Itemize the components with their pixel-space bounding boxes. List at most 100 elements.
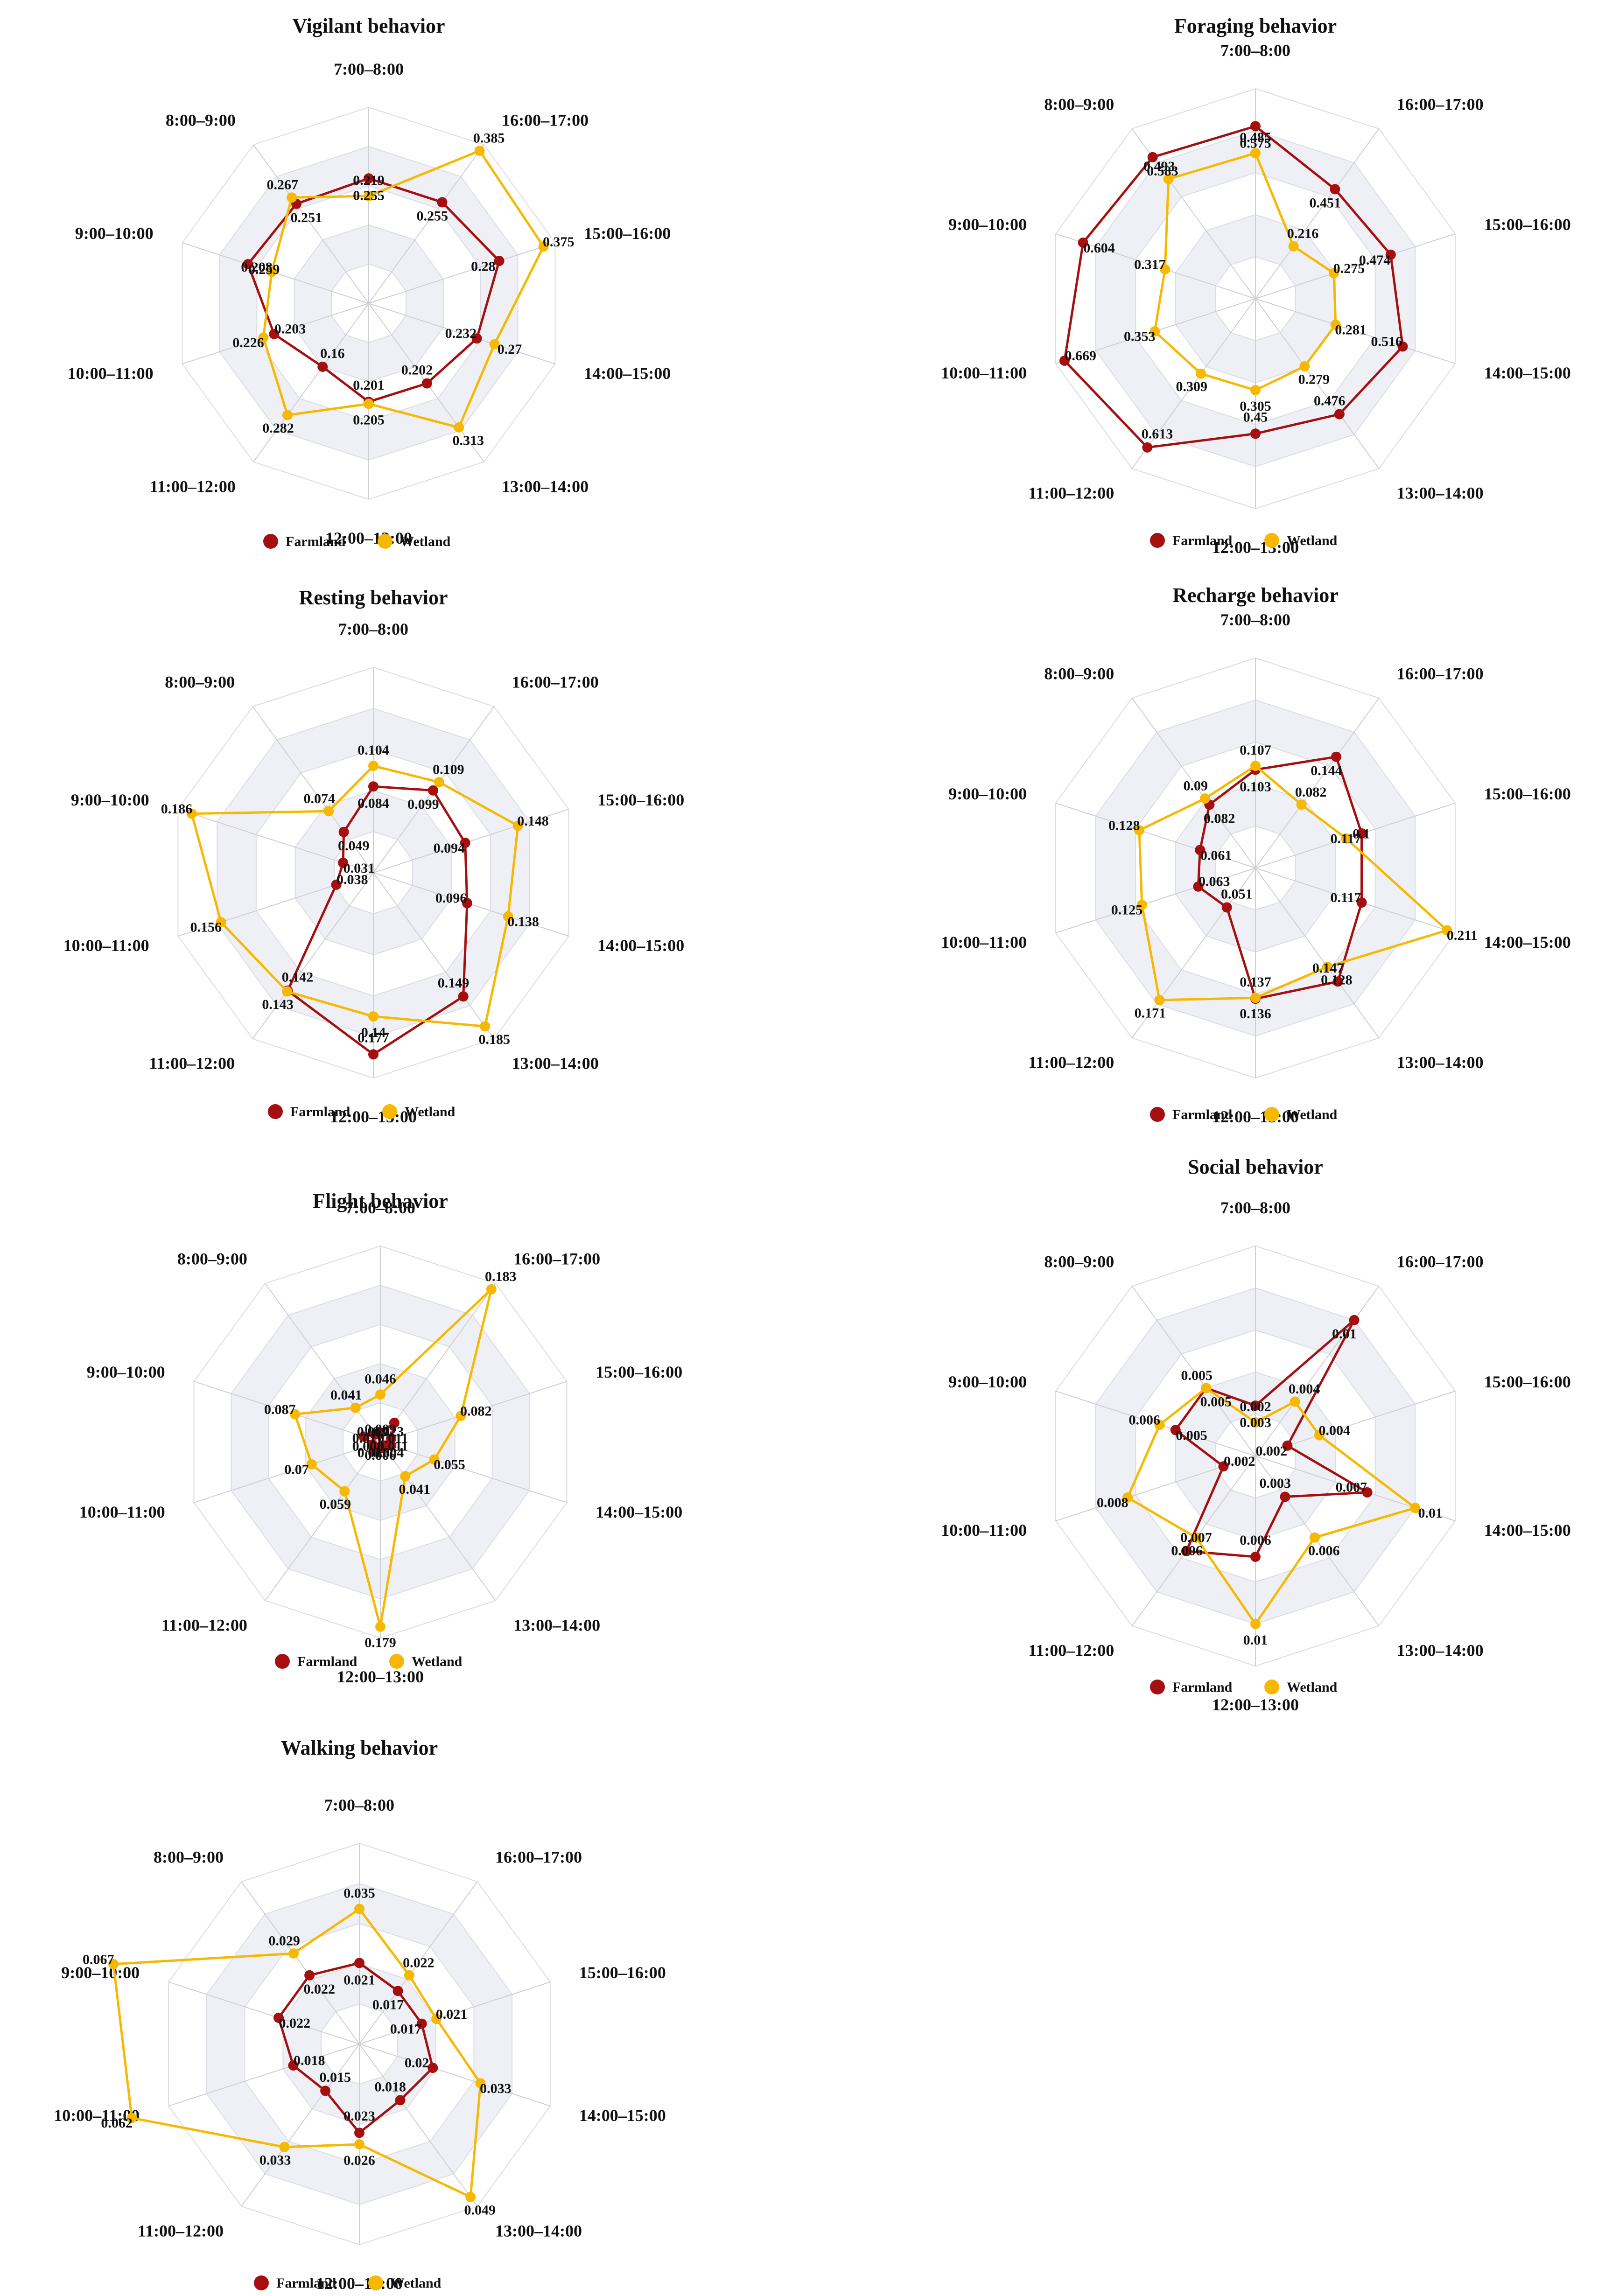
data-point-farmland [1334,409,1345,420]
legend-marker-farmland [263,534,278,549]
legend-label-wetland: Wetland [1287,1680,1338,1695]
data-label-farmland: 0.007 [1180,1530,1212,1546]
grid-spoke [1131,298,1256,469]
data-label-farmland: 0.006 [364,1448,396,1463]
axis-label: 7:00–8:00 [1220,610,1290,629]
data-point-wetland [375,1389,385,1400]
data-label-wetland: 0.082 [1295,784,1327,800]
data-point-wetland [454,422,464,433]
data-label-wetland: 0.226 [232,335,264,350]
chart-title: Flight behavior [313,1190,448,1212]
data-label-farmland: 0.009 [357,1424,389,1439]
axis-label: 9:00–10:00 [61,1963,140,1982]
data-label-wetland: 0.281 [1335,322,1367,337]
axis-label: 9:00–10:00 [948,1372,1027,1391]
data-point-farmland [338,826,349,837]
data-label-wetland: 0.005 [1181,1368,1212,1383]
data-label-wetland: 0.087 [264,1402,296,1417]
data-point-farmland [243,259,253,269]
grid-spoke [1255,1286,1380,1456]
grid-spoke [194,1442,381,1503]
data-point-wetland [1341,833,1352,844]
legend: Farmland Wetland [1150,1680,1338,1695]
data-point-wetland [288,1948,299,1959]
axis-label: 8:00–9:00 [1044,1252,1114,1271]
axis-label: 8:00–9:00 [166,111,236,130]
data-point-wetland [1310,1532,1320,1543]
data-label-farmland: 0.051 [1221,886,1253,902]
data-label-wetland: 0.109 [433,762,464,777]
data-label-wetland: 0.1 [1353,826,1370,841]
grid-spoke [1255,698,1380,868]
data-point-wetland [1250,761,1261,771]
data-label-farmland: 0.103 [1240,779,1271,794]
data-point-wetland [1250,1619,1261,1629]
axis-label: 11:00–12:00 [1028,1053,1114,1072]
data-label-farmland: 0.006 [1240,1533,1271,1548]
legend: Farmland Wetland [1150,1107,1338,1122]
legend-marker-wetland [378,534,392,549]
axis-label: 14:00–15:00 [1484,1521,1571,1540]
data-point-farmland [269,329,280,339]
data-point-farmland [320,2086,331,2096]
data-label-wetland: 0.309 [1176,379,1208,394]
axis-label: 16:00–17:00 [502,111,589,130]
axis-label: 16:00–17:00 [512,672,599,691]
data-point-wetland [279,2142,290,2152]
grid-spoke [1255,1456,1456,1522]
data-point-wetland [290,1409,301,1420]
grid-spoke [265,1442,381,1601]
chart-title: Foraging behavior [1174,14,1337,37]
data-point-farmland [386,1440,397,1451]
data-label-farmland: 0.002 [1255,1443,1287,1459]
data-point-farmland [354,2128,364,2138]
data-label-wetland: 0.09 [1184,778,1208,794]
legend-label-farmland: Farmland [1172,1680,1233,1695]
axis-label: 15:00–16:00 [1484,1372,1571,1391]
data-label-wetland: 0.216 [1287,226,1319,241]
data-label-wetland: 0.004 [1289,1381,1320,1397]
data-point-farmland [471,333,482,344]
data-point-wetland [1160,264,1170,274]
data-label-wetland: 0.128 [1108,818,1140,833]
axis-label: 8:00–9:00 [1044,95,1114,113]
data-point-farmland [1142,442,1153,453]
data-point-wetland [1250,148,1261,159]
data-point-farmland [370,1429,380,1440]
legend: Farmland Wetland [254,2275,442,2291]
data-label-wetland: 0.006 [1128,1413,1160,1428]
grid-spoke [253,144,369,304]
data-point-farmland [1282,1440,1293,1451]
data-point-wetland [1163,174,1174,184]
data-label-farmland: 0.45 [1243,409,1268,425]
grid-spoke [1131,698,1256,868]
data-label-farmland: 0.018 [294,2053,325,2068]
grid-spoke [1055,802,1256,868]
grid-spoke [1131,1286,1256,1456]
data-label-wetland: 0.275 [1333,261,1365,276]
data-point-farmland [1059,355,1070,366]
axis-label: 11:00–12:00 [149,1054,235,1073]
data-label-wetland: 0.01 [1243,1632,1268,1648]
data-label-wetland: 0.353 [1124,329,1156,344]
radar-panel-walking-behavior: Walking behavior 7:00–8:00 16:00–17:00 15:0… [54,1736,666,2293]
axis-label: 10:00–11:00 [54,2106,140,2125]
grid-spoke [1055,868,1256,934]
data-point-wetland [1149,326,1160,337]
data-point-farmland [1280,1491,1290,1502]
data-point-farmland [1250,1552,1261,1562]
data-label-farmland: 0.516 [1371,334,1402,349]
data-label-wetland: 0.14 [361,1025,386,1040]
data-label-farmland: 0.604 [1083,240,1115,256]
axis-label: 15:00–16:00 [584,224,671,243]
data-label-farmland: 0.004 [372,1445,404,1461]
data-point-farmland [1181,1546,1191,1556]
data-point-wetland [1299,361,1310,372]
legend-label-wetland: Wetland [400,534,451,549]
data-label-farmland: 0.002 [1224,1454,1255,1469]
data-point-farmland [416,2018,427,2029]
axis-label: 12:00–13:00 [1212,1107,1299,1126]
data-label-farmland: 0.28 [471,259,496,274]
data-point-farmland [1193,881,1204,892]
data-point-wetland [1288,241,1299,252]
